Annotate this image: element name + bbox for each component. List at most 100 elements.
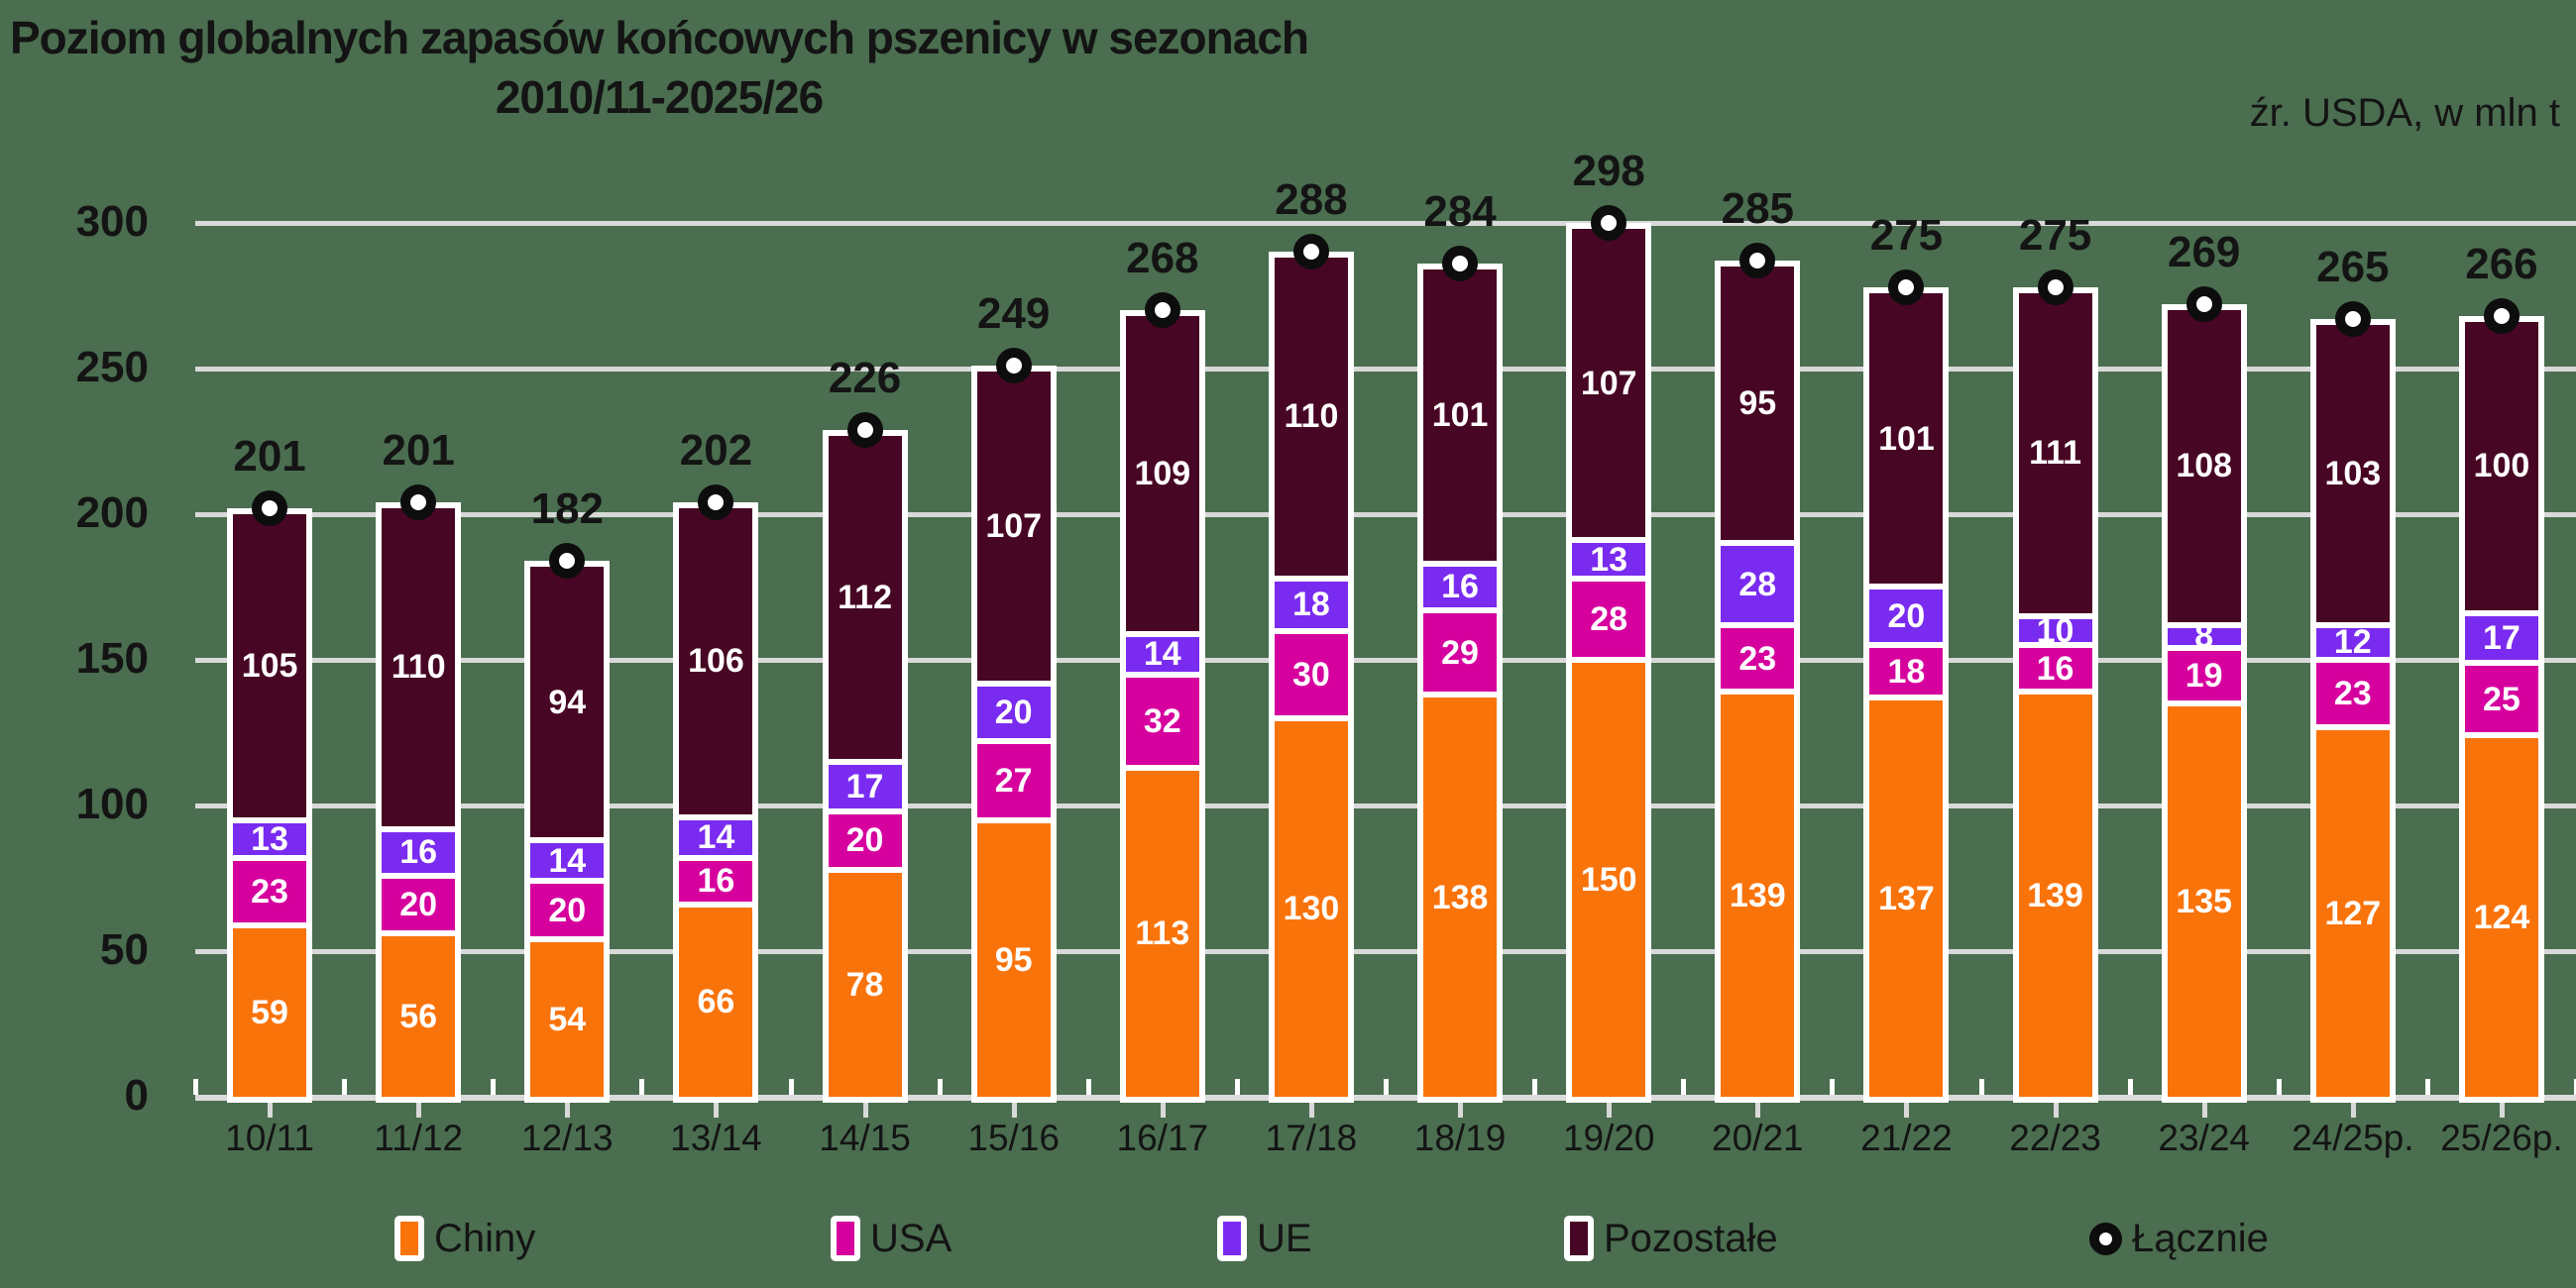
x-axis-label: 20/21 xyxy=(1712,1118,1804,1158)
axis-tick-boundary xyxy=(1532,1079,1538,1095)
gridline-150 xyxy=(195,658,2576,663)
bar-segment-chiny: 139 xyxy=(2018,695,2092,1097)
legend-item-ue: UE xyxy=(1217,1207,1312,1270)
gridline-300 xyxy=(195,221,2576,226)
y-axis-label: 150 xyxy=(75,634,149,683)
legend-swatch-pozostale xyxy=(1564,1216,1594,1261)
axis-tick-boundary xyxy=(639,1079,645,1095)
bar-segment-ue: 10 xyxy=(2018,614,2092,648)
bar-segment-pozostale: 100 xyxy=(2464,321,2538,610)
total-value-label: 269 xyxy=(2167,228,2241,277)
axis-tick-boundary xyxy=(2424,1079,2430,1095)
bar-segment-pozostale: 110 xyxy=(1274,258,1348,576)
bar-segment-ue: 17 xyxy=(2464,615,2538,660)
gridline-200 xyxy=(195,512,2576,517)
bar-segment-ue: 16 xyxy=(1423,566,1498,607)
bar-18/19: 138 29 16 101 xyxy=(1417,264,1504,1103)
lacznie-marker-icon xyxy=(2089,1222,2122,1255)
x-axis-label: 12/13 xyxy=(521,1118,614,1158)
bar-19/20: 150 28 13 107 xyxy=(1566,222,1652,1103)
axis-tick-boundary xyxy=(491,1079,497,1095)
total-value-label: 275 xyxy=(2018,210,2092,260)
bar-segment-ue: 12 xyxy=(2315,625,2390,659)
source-note: źr. USDA, w mln t xyxy=(2249,91,2560,135)
bar-segment-chiny: 95 xyxy=(976,822,1051,1097)
lacznie-marker xyxy=(2334,300,2371,337)
bar-22/23: 139 16 10 111 xyxy=(2012,286,2098,1103)
bar-23/24: 135 19 8 108 xyxy=(2161,304,2247,1103)
axis-tick-boundary xyxy=(2276,1079,2282,1095)
y-axis-label: 50 xyxy=(100,925,149,974)
bar-segment-pozostale: 101 xyxy=(1423,269,1498,561)
x-axis-line xyxy=(195,1095,2576,1101)
lacznie-marker xyxy=(1591,204,1627,241)
lacznie-marker xyxy=(400,484,437,521)
bar-21/22: 137 18 20 101 xyxy=(1863,286,1950,1103)
bar-segment-chiny: 138 xyxy=(1423,698,1498,1097)
bar-segment-usa: 20 xyxy=(530,884,605,937)
x-axis-label: 17/18 xyxy=(1265,1118,1358,1158)
bar-segment-pozostale: 107 xyxy=(1572,228,1646,538)
legend-label-usa: USA xyxy=(870,1216,952,1260)
total-value-label: 201 xyxy=(233,432,306,481)
bar-segment-chiny: 66 xyxy=(679,907,753,1097)
y-axis-label: 200 xyxy=(75,488,149,537)
axis-tick-boundary xyxy=(2127,1079,2133,1095)
bar-segment-usa: 28 xyxy=(1572,581,1646,657)
total-value-label: 226 xyxy=(828,353,902,402)
lacznie-marker xyxy=(698,484,734,521)
bar-segment-ue: 18 xyxy=(1274,581,1348,628)
x-axis-label: 23/24 xyxy=(2158,1118,2250,1158)
bar-segment-pozostale: 110 xyxy=(382,508,456,826)
total-value-label: 182 xyxy=(530,483,605,533)
axis-tick-center xyxy=(416,1103,422,1118)
bar-segment-pozostale: 107 xyxy=(976,371,1051,681)
bar-segment-chiny: 124 xyxy=(2464,738,2538,1097)
total-value-label: 202 xyxy=(679,426,753,476)
x-axis-label: 19/20 xyxy=(1562,1118,1655,1158)
bar-segment-ue: 20 xyxy=(1869,590,1944,643)
page-title: Poziom globalnych zapasów końcowych psze… xyxy=(10,8,1309,127)
axis-tick-boundary xyxy=(1830,1079,1836,1095)
bar-12/13: 54 20 14 94 xyxy=(524,560,611,1103)
bar-segment-ue: 28 xyxy=(1721,546,1795,622)
lacznie-marker xyxy=(1739,243,1776,279)
axis-tick-boundary xyxy=(788,1079,794,1095)
bar-24/25p.: 127 23 12 103 xyxy=(2309,318,2396,1103)
bar-segment-ue: 14 xyxy=(1125,636,1199,672)
x-axis-label: 24/25p. xyxy=(2292,1118,2414,1158)
x-axis-label: 18/19 xyxy=(1413,1118,1507,1158)
bar-segment-usa: 30 xyxy=(1274,633,1348,715)
axis-tick-boundary xyxy=(1234,1079,1240,1095)
y-axis-label: 300 xyxy=(75,197,149,246)
axis-tick-center xyxy=(1458,1103,1464,1118)
gridline-250 xyxy=(195,367,2576,372)
bar-segment-pozostale: 106 xyxy=(679,508,753,814)
bar-segment-pozostale: 108 xyxy=(2167,310,2241,622)
bar-segment-usa: 29 xyxy=(1423,613,1498,693)
total-value-label: 288 xyxy=(1275,175,1348,225)
x-axis-label: 21/22 xyxy=(1860,1118,1953,1158)
lacznie-marker xyxy=(1888,268,1925,305)
bar-segment-usa: 20 xyxy=(828,813,902,867)
bar-segment-usa: 19 xyxy=(2167,651,2241,701)
y-axis-label: 100 xyxy=(75,780,149,828)
axis-tick-center xyxy=(1160,1103,1166,1118)
bar-segment-usa: 32 xyxy=(1125,677,1199,765)
bar-segment-pozostale: 112 xyxy=(828,435,902,759)
legend-label-ue: UE xyxy=(1257,1216,1312,1260)
lacznie-marker xyxy=(549,542,586,579)
lacznie-marker xyxy=(1144,292,1180,329)
bar-segment-chiny: 137 xyxy=(1869,700,1944,1097)
axis-tick-center xyxy=(1607,1103,1613,1118)
y-axis-label: 0 xyxy=(124,1071,149,1120)
bar-segment-pozostale: 103 xyxy=(2315,324,2390,622)
bar-segment-ue: 14 xyxy=(679,819,753,855)
total-value-label: 284 xyxy=(1423,187,1497,237)
axis-tick-center xyxy=(1904,1103,1910,1118)
bar-segment-ue: 13 xyxy=(233,822,307,856)
bar-segment-pozostale: 111 xyxy=(2018,292,2092,613)
axis-tick-boundary xyxy=(1978,1079,1984,1095)
x-axis-label: 11/12 xyxy=(374,1118,464,1158)
total-value-label: 298 xyxy=(1572,146,1645,195)
